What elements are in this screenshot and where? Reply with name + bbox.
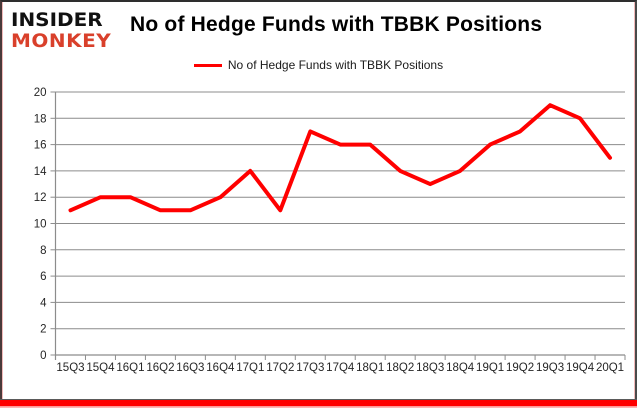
legend-line-swatch xyxy=(193,63,222,67)
chart-plot: 0 2 4 6 8 10 12 14 16 18 20 15Q3 15Q4 16Q1 16Q2 16Q3 16Q… xyxy=(34,87,626,374)
x-tick-label: 15Q3 xyxy=(56,362,84,374)
chart-content-area: INSIDER MONKEY No of Hedge Funds with TB… xyxy=(0,0,637,399)
x-tick-label: 18Q4 xyxy=(446,362,475,374)
y-tick-label: 20 xyxy=(34,87,47,99)
y-tick-label: 10 xyxy=(34,219,47,231)
chart-legend: No of Hedge Funds with TBBK Positions xyxy=(2,58,635,72)
x-tick-label: 19Q1 xyxy=(476,362,504,374)
x-tick-label: 18Q1 xyxy=(356,362,384,374)
y-tick-label: 4 xyxy=(40,297,47,309)
x-tick-label: 16Q4 xyxy=(206,362,235,374)
x-tick-label: 15Q4 xyxy=(86,362,115,374)
y-tick-label: 2 xyxy=(40,324,46,336)
x-tick-label: 19Q4 xyxy=(566,362,595,374)
y-tick-label: 8 xyxy=(40,245,46,257)
x-tick-label: 16Q3 xyxy=(176,362,204,374)
logo-text-insider: INSIDER xyxy=(11,8,103,31)
y-tick-label: 12 xyxy=(34,192,47,204)
y-tick-label: 0 xyxy=(40,350,46,362)
x-tick-label: 17Q4 xyxy=(326,362,355,374)
x-tick-label: 16Q1 xyxy=(116,362,144,374)
x-tick-label: 17Q2 xyxy=(266,362,294,374)
bottom-red-bar xyxy=(0,399,637,408)
x-tick-label: 20Q1 xyxy=(596,362,624,374)
x-tick-label: 17Q1 xyxy=(236,362,264,374)
x-tick-label: 17Q3 xyxy=(296,362,324,374)
y-tick-label: 14 xyxy=(34,166,47,178)
x-tick-label: 18Q3 xyxy=(416,362,444,374)
x-tick-label: 16Q2 xyxy=(146,362,174,374)
y-tick-label: 16 xyxy=(34,140,47,152)
x-tick-label: 19Q3 xyxy=(536,362,564,374)
chart-title: No of Hedge Funds with TBBK Positions xyxy=(130,13,543,36)
y-tick-label: 18 xyxy=(34,113,47,125)
y-tick-label: 6 xyxy=(40,271,46,283)
x-tick-label: 18Q2 xyxy=(386,362,414,374)
insider-monkey-logo: INSIDER MONKEY xyxy=(11,10,111,51)
data-line-series xyxy=(68,103,612,213)
x-tick-label: 19Q2 xyxy=(506,362,534,374)
legend-label: No of Hedge Funds with TBBK Positions xyxy=(227,58,444,72)
logo-text-monkey: MONKEY xyxy=(11,29,112,52)
